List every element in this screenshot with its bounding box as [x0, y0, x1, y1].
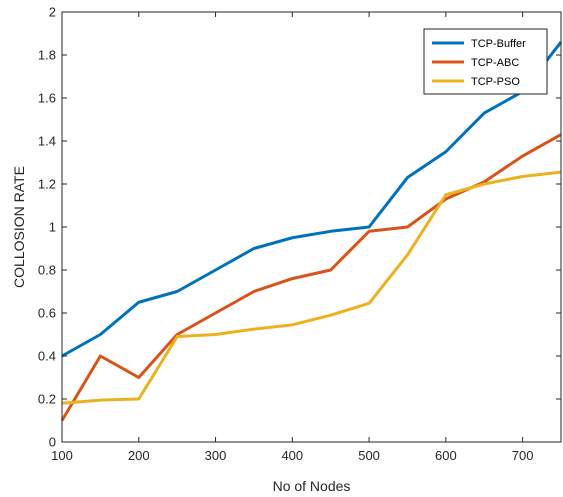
y-tick-label: 2 — [49, 5, 56, 20]
x-tick-label: 600 — [435, 448, 457, 463]
x-tick-label: 400 — [281, 448, 303, 463]
y-tick-label: 1.2 — [38, 177, 56, 192]
y-tick-label: 1 — [49, 220, 56, 235]
y-axis-label: COLLOSION RATE — [11, 166, 27, 288]
x-tick-label: 500 — [358, 448, 380, 463]
y-tick-label: 0.2 — [38, 392, 56, 407]
legend-entry-label: TCP-PSO — [471, 76, 520, 88]
x-tick-label: 200 — [128, 448, 150, 463]
legend-entry-label: TCP-Buffer — [471, 38, 526, 50]
y-tick-label: 1.6 — [38, 91, 56, 106]
x-tick-label: 300 — [205, 448, 227, 463]
legend: TCP-Buffer TCP-ABC TCP-PSO — [423, 28, 548, 95]
y-tick-label: 0.4 — [38, 349, 56, 364]
series-line-tcp-pso — [61, 170, 562, 405]
x-tick-label: 100 — [51, 448, 73, 463]
series-layer — [60, 41, 563, 422]
y-tick-label: 0 — [49, 435, 56, 450]
y-tick-label: 0.6 — [38, 306, 56, 321]
x-axis-label: No of Nodes — [273, 478, 351, 494]
legend-entry-label: TCP-ABC — [471, 57, 519, 69]
y-tick-label: 0.8 — [38, 263, 56, 278]
axis-ticks: 100 200 300 400 500 600 700 0 0.2 0.4 0.6 0.8 1 1.2 1.… — [38, 5, 561, 463]
y-tick-label: 1.8 — [38, 48, 56, 63]
series-line-tcp-abc — [60, 133, 562, 422]
y-tick-label: 1.4 — [38, 134, 56, 149]
series-line-tcp-buffer — [61, 41, 563, 358]
x-tick-label: 700 — [512, 448, 534, 463]
